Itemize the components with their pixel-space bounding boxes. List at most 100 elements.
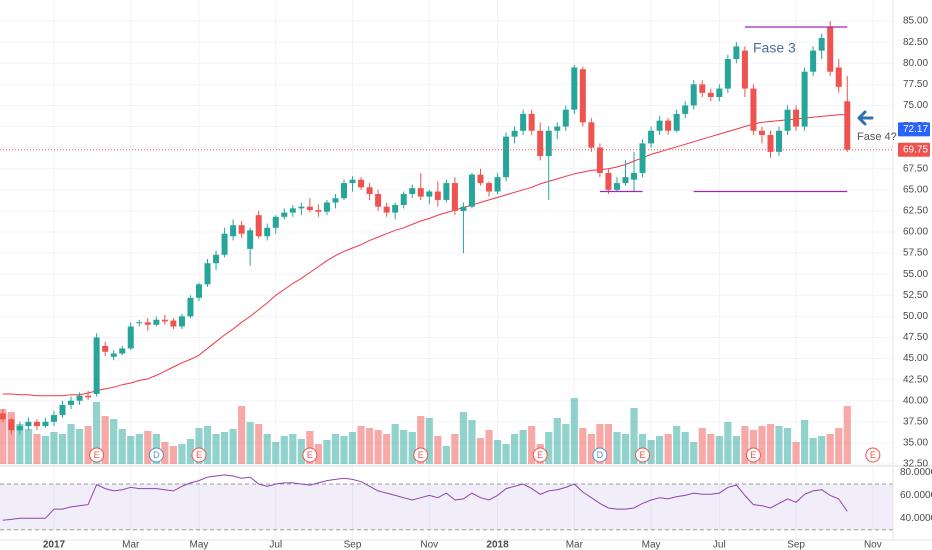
volume-bar	[587, 434, 595, 464]
volume-bar	[263, 434, 271, 464]
volume-bar	[118, 429, 126, 464]
event-label: E	[640, 450, 646, 460]
volume-bar	[24, 429, 32, 464]
candle-body	[494, 177, 501, 192]
volume-bar	[75, 429, 84, 464]
candle-body	[596, 147, 603, 173]
candle-body	[451, 183, 458, 211]
price-label-box	[898, 142, 930, 157]
event-marker[interactable]	[89, 447, 105, 463]
volume-bar	[41, 436, 50, 464]
y-tick-label: 45.00	[903, 353, 928, 364]
candle-body	[486, 183, 493, 192]
candle-body	[178, 316, 185, 327]
y-tick-label: 80.00	[903, 58, 928, 69]
volume-bar	[238, 406, 246, 464]
volume-bar	[297, 439, 305, 464]
volume-bar	[545, 432, 553, 464]
volume-bar	[186, 439, 195, 464]
volume-bar	[664, 434, 672, 464]
volume-bar	[451, 434, 459, 464]
x-tick-label: May	[642, 540, 661, 550]
volume-bar	[391, 424, 399, 464]
candle-body	[119, 348, 126, 354]
candle-body	[392, 205, 399, 213]
candle-body	[417, 188, 424, 197]
volume-bar	[741, 426, 749, 464]
candle-body	[366, 187, 373, 195]
volume-bar	[272, 442, 280, 464]
event-marker[interactable]	[745, 447, 761, 463]
volume-bar	[417, 416, 425, 464]
annotation: Fase 3	[753, 40, 796, 56]
y-tick-label: 60.00	[903, 227, 928, 238]
y-tick-label: 35.00	[903, 438, 928, 449]
volume-bar	[783, 428, 792, 464]
event-marker[interactable]	[148, 447, 164, 463]
candle-body	[562, 109, 569, 127]
candle-body	[170, 320, 177, 327]
plot-layer	[0, 21, 851, 521]
event-label: E	[196, 450, 202, 460]
event-marker[interactable]	[191, 447, 207, 463]
volume-bar	[502, 444, 510, 464]
candle-body	[503, 136, 510, 178]
volume-bar	[792, 442, 800, 464]
event-marker[interactable]	[413, 447, 429, 463]
volume-bar	[16, 424, 24, 464]
candle-body	[699, 84, 706, 93]
candle-body	[434, 191, 441, 200]
volume-bar	[93, 402, 101, 464]
volume-bar	[553, 418, 561, 464]
candle-body	[204, 263, 211, 285]
y-tick-label: 85.00	[903, 16, 928, 27]
volume-bar	[809, 438, 817, 464]
candle-body	[656, 120, 663, 131]
volume-bar	[365, 428, 374, 464]
volume-bar	[58, 434, 67, 464]
volume-bar	[562, 424, 570, 464]
candle-body	[281, 212, 288, 217]
candle-body	[230, 225, 237, 237]
event-label: E	[750, 450, 756, 460]
volume-bar	[621, 434, 630, 464]
volume-bar	[596, 424, 604, 464]
y-tick-label: 62.50	[903, 206, 928, 217]
volume-bar	[485, 430, 493, 464]
candle-body	[341, 183, 347, 199]
event-marker[interactable]	[532, 447, 548, 463]
event-marker[interactable]	[635, 447, 651, 463]
candle-body	[349, 179, 356, 184]
candle-body	[102, 345, 109, 352]
candle-body	[750, 88, 757, 131]
candle-body	[537, 130, 544, 157]
candle-body	[213, 254, 220, 264]
event-marker[interactable]	[302, 447, 318, 463]
y-tick-label: 50.00	[903, 311, 928, 322]
volume-bar	[690, 442, 698, 464]
event-label: E	[418, 450, 424, 460]
volume-bar	[110, 419, 118, 464]
volume-bar	[246, 422, 254, 464]
event-marker[interactable]	[865, 447, 881, 463]
volume-bar	[144, 431, 152, 464]
event-label: D	[597, 450, 604, 460]
event-marker[interactable]	[592, 447, 608, 463]
candle-body	[383, 206, 390, 213]
candle-body	[332, 198, 339, 203]
volume-bar	[758, 426, 766, 464]
candle-body	[358, 179, 365, 188]
arrow	[857, 110, 874, 126]
volume-bar	[374, 430, 382, 464]
y-tick-label: 47.50	[903, 332, 928, 343]
volume-bar	[647, 440, 655, 464]
volume-bar	[84, 426, 92, 464]
x-tick-label: Nov	[420, 540, 438, 550]
candle-body	[793, 109, 800, 127]
candle-body	[724, 59, 731, 89]
y-tick-label: 65.00	[903, 184, 928, 195]
candle-body	[127, 326, 134, 349]
candle-body	[528, 113, 535, 131]
